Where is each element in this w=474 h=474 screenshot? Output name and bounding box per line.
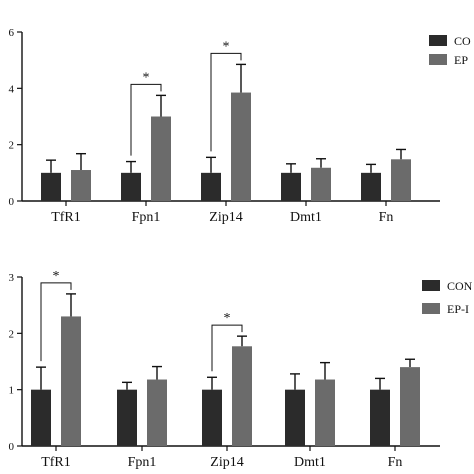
panel1-bar <box>121 172 141 201</box>
panel1-bar <box>311 167 331 201</box>
panel2-x-tick-label: TfR1 <box>41 455 71 470</box>
panel2-bar <box>202 389 222 446</box>
panel1-x-tick-label: Fn <box>379 210 394 225</box>
panel1-bar <box>281 172 301 201</box>
panel1-significance-bracket <box>210 52 242 152</box>
panel1-x-tick-label: Dmt1 <box>290 210 322 225</box>
panel1-bar <box>201 172 221 201</box>
panel2-bar <box>285 389 305 446</box>
panel2-legend-swatch <box>422 280 440 291</box>
panel2-y-tick-label: 0 <box>9 441 15 453</box>
panel1-y-tick-label: 6 <box>9 27 15 39</box>
panel1-bar <box>391 159 411 201</box>
panel2-bar <box>147 379 167 446</box>
panel2-y-tick-label: 2 <box>9 328 15 340</box>
panel2-x-tick-label: Fn <box>388 455 403 470</box>
panel2-bar <box>232 346 252 446</box>
panel1-significance-label: * <box>223 39 230 54</box>
panel2-bar <box>31 389 51 446</box>
panel2-x-tick-label: Fpn1 <box>128 455 157 470</box>
panel1-legend-swatch <box>429 35 447 46</box>
panel1-y-tick-label: 4 <box>9 83 15 95</box>
panel2-y-tick-label: 1 <box>9 385 15 397</box>
panel1-y-tick-label: 2 <box>9 140 15 152</box>
panel2-x-tick-label: Zip14 <box>210 455 243 470</box>
panel2-legend-swatch <box>422 303 440 314</box>
panel2-bar <box>370 389 390 446</box>
panel1-x-tick-label: Fpn1 <box>132 210 161 225</box>
panel1-bar <box>71 170 91 201</box>
panel2-bar <box>315 379 335 446</box>
panel1-bar <box>231 92 251 201</box>
panel2-significance-bracket <box>211 324 243 372</box>
panel1-bar <box>151 116 171 201</box>
panel1-significance-label: * <box>143 70 150 85</box>
panel1-bar <box>41 172 61 201</box>
panel2-x-tick-label: Dmt1 <box>294 455 326 470</box>
panel2-legend-label: CON <box>447 279 473 293</box>
panel2-bar <box>61 316 81 446</box>
panel1-legend-swatch <box>429 54 447 65</box>
panel1-y-tick-label: 0 <box>9 196 15 208</box>
panel1-bar <box>361 172 381 201</box>
panel1-legend-label: CO <box>454 34 471 48</box>
panel2-bar <box>117 389 137 446</box>
panel2-significance-label: * <box>53 269 60 284</box>
panel1-x-tick-label: TfR1 <box>51 210 81 225</box>
panel2-bar <box>400 367 420 446</box>
panel1-legend-label: EP <box>454 53 468 67</box>
panel2-y-tick-label: 3 <box>9 272 15 284</box>
panel2-significance-bracket <box>40 282 72 362</box>
panel2-significance-label: * <box>224 311 231 326</box>
panel1-significance-bracket <box>130 83 162 156</box>
panel1-x-tick-label: Zip14 <box>209 210 242 225</box>
panel2-legend-label: EP-I <box>447 302 469 316</box>
